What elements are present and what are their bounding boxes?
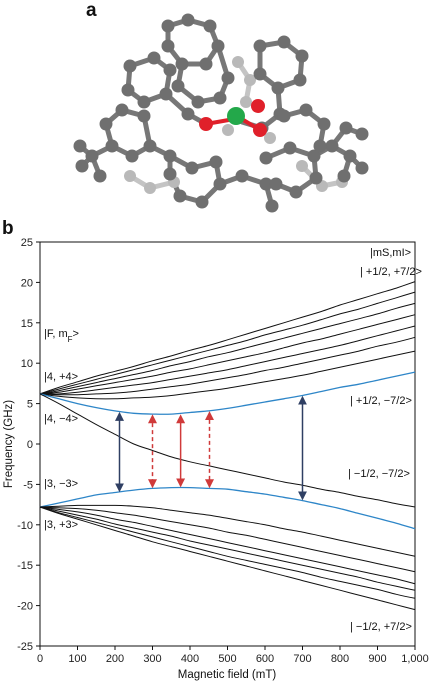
annotation-state-4-plus4: |4, +4>	[44, 371, 78, 383]
x-tick-label: 500	[218, 653, 236, 665]
annotation-state-3-minus3: |3, −3>	[44, 478, 78, 490]
y-tick-label: 0	[27, 439, 33, 451]
y-tick-label: -15	[17, 560, 33, 572]
series-line-14	[39, 506, 416, 591]
panel-label-a: a	[86, 0, 97, 21]
zeeman-chart: 25 20 15 10 5 0 -5 -10 -15 -20 -25 0 100 200 300 400 50…	[3, 237, 429, 681]
series-line-13	[39, 506, 416, 585]
annotation-F-sub: F	[68, 335, 73, 344]
series-layer	[39, 281, 416, 611]
annotation-state-4-minus4: |4, −4>	[44, 413, 78, 425]
x-tick-label: 400	[181, 653, 199, 665]
x-tick-label: 0	[37, 653, 43, 665]
series-line-15	[39, 506, 416, 599]
annotation-bottom-right: | −1/2, +7/2>	[350, 621, 412, 633]
molecule-atoms-light	[124, 56, 348, 194]
series-line-12	[39, 506, 416, 573]
y-axis-ticks: 25 20 15 10 5 0 -5 -10 -15 -20 -25	[17, 237, 40, 653]
series-line-16	[39, 506, 416, 611]
molecule-atoms-carbon	[73, 13, 369, 213]
x-tick-label: 100	[68, 653, 86, 665]
annotation-upper-right: | +1/2, +7/2>	[360, 266, 422, 278]
y-tick-label: 25	[21, 237, 33, 249]
y-tick-label: -10	[17, 520, 33, 532]
series-line-2	[39, 291, 416, 395]
molecule-core	[199, 99, 267, 137]
x-tick-label: 200	[106, 653, 124, 665]
series-line-4	[39, 314, 416, 395]
series-line-3	[39, 302, 416, 395]
series-line-6	[39, 336, 416, 396]
molecular-structure-icon	[73, 13, 369, 213]
y-tick-label: 10	[21, 358, 33, 370]
y-tick-label: -5	[23, 479, 33, 491]
y-tick-label: 5	[27, 399, 33, 411]
series-line-11	[39, 504, 416, 557]
x-axis-label: Magnetic field (mT)	[178, 669, 277, 681]
panel-label-b: b	[2, 218, 14, 239]
x-tick-label: 700	[293, 653, 311, 665]
annotation-ms-mi-header: |mS,mI>	[370, 247, 411, 259]
series-line-9	[39, 393, 416, 508]
x-tick-label: 300	[143, 653, 161, 665]
x-tick-label: 600	[256, 653, 274, 665]
x-tick-label: 1,000	[401, 653, 429, 665]
x-tick-label: 800	[331, 653, 349, 665]
y-axis-label: Frequency (GHz)	[3, 400, 15, 488]
x-axis-ticks: 0 100 200 300 400 500 600 700 800 900 1,000	[37, 646, 429, 665]
x-tick-label: 900	[368, 653, 386, 665]
annotation-mid-right-upper: | +1/2, −7/2>	[350, 395, 412, 407]
series-line-10	[39, 486, 416, 530]
annotation-mid-right-lower: | −1/2, −7/2>	[348, 468, 410, 480]
series-line-7	[39, 350, 416, 400]
series-line-1	[39, 281, 416, 395]
series-line-5	[39, 325, 416, 395]
series-line-8	[39, 371, 416, 415]
annotation-state-3-plus3: |3, +3>	[44, 519, 78, 531]
y-tick-label: -25	[17, 641, 33, 653]
y-tick-label: -20	[17, 601, 33, 613]
y-tick-label: 15	[21, 318, 33, 330]
arrow-layer	[115, 395, 307, 501]
y-tick-label: 20	[21, 277, 33, 289]
annotation-F-mF-header: |F, mF>	[44, 328, 79, 344]
